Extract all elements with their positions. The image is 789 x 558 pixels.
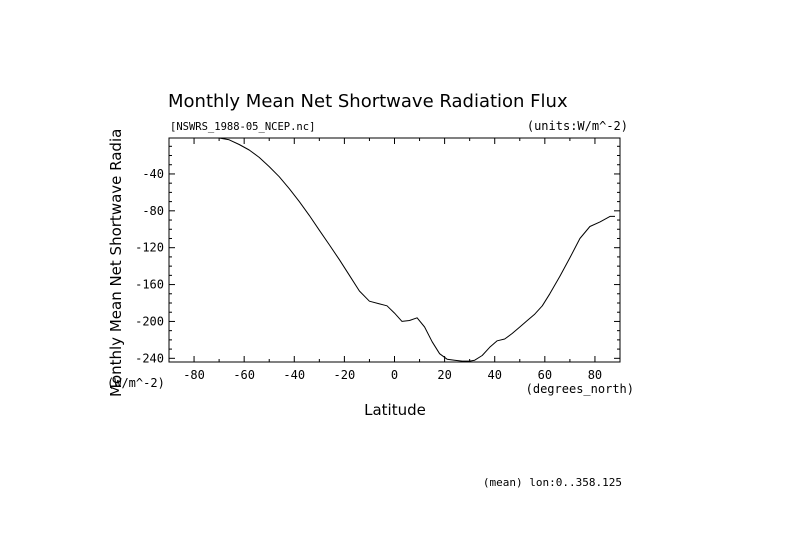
y-axis-tick-labels: -240 -200 -160 -120 -80 -40	[135, 167, 164, 365]
series-line-0	[204, 137, 615, 362]
y-tick-label: -240	[135, 351, 164, 365]
series-layer	[204, 137, 615, 362]
y-axis-ticks	[169, 145, 620, 359]
x-axis-label: Latitude	[364, 401, 426, 419]
y-tick-label: -160	[135, 278, 164, 292]
y-tick-label: -120	[135, 241, 164, 255]
x-tick-label: 0	[391, 368, 398, 382]
x-tick-label: 60	[538, 368, 552, 382]
y-axis-label: Monthly Mean Net Shortwave Radia	[107, 129, 125, 397]
chart-title: Monthly Mean Net Shortwave Radiation Flu…	[168, 91, 568, 112]
x-axis-tick-labels: -80 -60 -40 -20 0 20 40 60 80	[183, 368, 602, 382]
x-tick-label: 20	[437, 368, 451, 382]
x-axis-units: (degrees_north)	[526, 382, 634, 396]
x-tick-label: -80	[183, 368, 205, 382]
x-tick-label: -60	[233, 368, 255, 382]
footer-label: (mean) lon:0..358.125	[483, 476, 622, 489]
x-tick-label: -40	[283, 368, 305, 382]
x-tick-label: 40	[487, 368, 501, 382]
x-axis-ticks	[168, 138, 621, 362]
units-label: (units:W/m^-2)	[527, 119, 628, 133]
file-label: [NSWRS_1988-05_NCEP.nc]	[170, 121, 315, 133]
y-tick-label: -40	[142, 167, 164, 181]
y-tick-label: -200	[135, 314, 164, 328]
plot-frame	[168, 137, 621, 363]
y-tick-label: -80	[142, 204, 164, 218]
y-axis-units: (W/m^-2)	[107, 376, 165, 390]
x-tick-label: 80	[588, 368, 602, 382]
x-tick-label: -20	[334, 368, 356, 382]
